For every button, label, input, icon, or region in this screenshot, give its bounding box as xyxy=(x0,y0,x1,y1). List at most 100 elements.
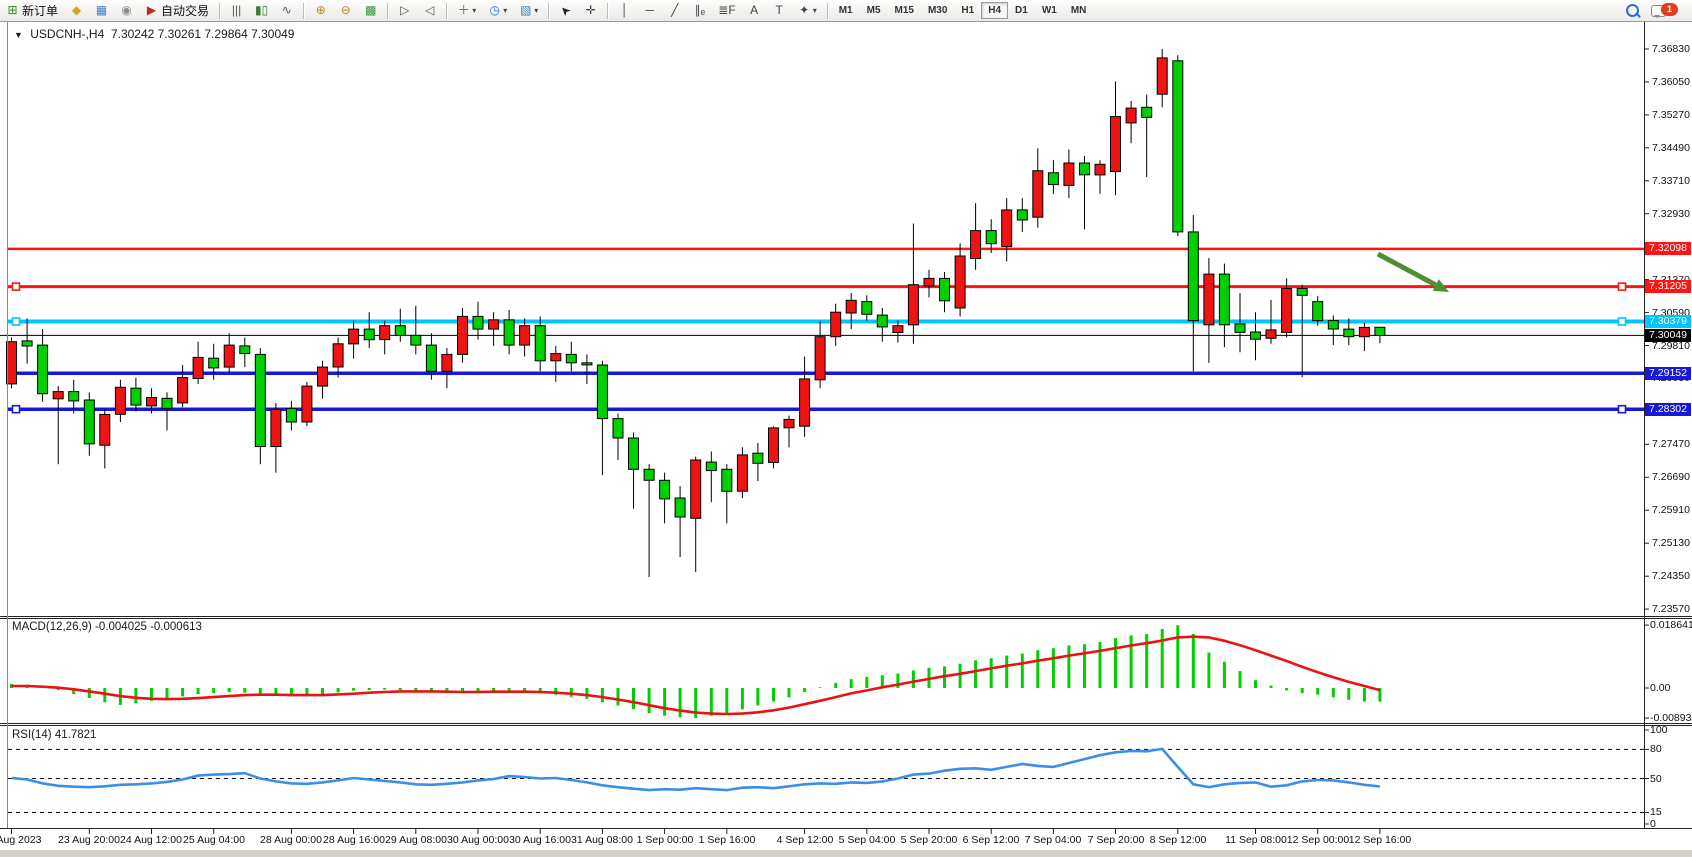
date-axis-label: 30 Aug 16:00 xyxy=(509,834,571,846)
tile-windows-icon: ▩ xyxy=(365,3,377,17)
price-axis-tick: 7.25910 xyxy=(1652,504,1690,516)
timeframe-h1-button[interactable]: H1 xyxy=(961,5,975,16)
toolbar-separator xyxy=(446,2,448,19)
trendline-button[interactable]: ╱ xyxy=(663,1,686,21)
new-order-button[interactable]: ⊞ 新订单 xyxy=(1,1,63,21)
candle xyxy=(581,362,593,366)
search-button[interactable] xyxy=(1621,1,1644,21)
auto-trading-button[interactable]: ▶ 自动交易 xyxy=(140,1,214,21)
candle xyxy=(363,328,375,341)
periods-icon: ◷ xyxy=(489,3,500,17)
vertical-line-icon: │ xyxy=(621,3,629,17)
text-button[interactable]: A xyxy=(743,1,766,21)
candle xyxy=(161,397,173,409)
date-axis-label: 29 Aug 08:00 xyxy=(385,834,447,846)
trend-arrow-head xyxy=(1432,279,1449,292)
line-handle xyxy=(11,282,21,291)
bar-chart-button[interactable]: ||| xyxy=(225,1,248,21)
candle xyxy=(705,461,717,472)
vertical-line-button[interactable]: │ xyxy=(613,1,636,21)
candle xyxy=(254,353,266,447)
toolbar-separator xyxy=(303,2,305,19)
fibonacci-button[interactable]: ≣F xyxy=(713,1,740,21)
text-label-icon: T xyxy=(775,3,783,17)
candle xyxy=(1094,163,1106,176)
chart-shift-button[interactable]: ◁ xyxy=(418,1,441,21)
timeframe-h4-button[interactable]: H4 xyxy=(981,2,1009,19)
candle xyxy=(1172,60,1184,233)
toolbar-separator xyxy=(826,2,828,19)
candlestick-chart-button[interactable]: ▮▯ xyxy=(250,1,273,21)
rsi-axis-tick: 100 xyxy=(1650,724,1668,736)
timeframe-d1-button[interactable]: D1 xyxy=(1015,5,1028,16)
auto-scroll-button[interactable]: ▷ xyxy=(393,1,416,21)
line-chart-button[interactable]: ∿ xyxy=(275,1,298,21)
price-axis-tick: 7.36050 xyxy=(1652,76,1690,88)
symbol-period-label: USDCNH-,H4 xyxy=(30,27,105,41)
candlestick-chart-icon: ▮▯ xyxy=(255,3,269,17)
candle xyxy=(130,387,142,406)
timeframe-m1-button[interactable]: M1 xyxy=(838,5,853,16)
timeframe-w1-button[interactable]: W1 xyxy=(1041,5,1057,16)
candle xyxy=(37,344,49,395)
templates-button[interactable]: ▧ ▾ xyxy=(514,1,543,21)
candle xyxy=(83,399,95,445)
candle xyxy=(99,413,111,446)
text-label-button[interactable]: T xyxy=(768,1,791,21)
candle xyxy=(6,341,17,385)
indicators-button[interactable]: ＋ ▾ xyxy=(452,1,481,21)
candle xyxy=(488,319,500,330)
cursor-button[interactable]: ➤ xyxy=(554,1,577,21)
candle xyxy=(285,408,297,423)
line-handle xyxy=(1617,317,1627,326)
date-axis-label: 4 Sep 12:00 xyxy=(776,834,834,846)
auto-trading-label: 自动交易 xyxy=(161,4,210,18)
date-axis-label: 31 Aug 08:00 xyxy=(571,834,633,846)
candle xyxy=(954,255,966,309)
candle xyxy=(348,328,360,345)
price-axis-tick: 7.25130 xyxy=(1652,537,1690,549)
market-watch-button[interactable]: ◆ xyxy=(65,1,88,21)
price-axis-tick: 7.23570 xyxy=(1652,603,1690,615)
candle xyxy=(1374,326,1386,336)
indicators-icon: ＋ xyxy=(457,3,470,17)
profiles-button[interactable]: ▦ xyxy=(90,1,113,21)
timeframe-m30-button[interactable]: M30 xyxy=(927,5,948,16)
zoom-in-button[interactable]: ⊕ xyxy=(309,1,332,21)
periods-button[interactable]: ◷ ▾ xyxy=(483,1,512,21)
macd-axis-tick: 0.00 xyxy=(1650,682,1671,694)
arrows-button[interactable]: ✦ ▾ xyxy=(793,1,822,21)
notifications-button[interactable]: 1 xyxy=(1646,1,1681,21)
chart-canvas[interactable] xyxy=(0,21,1692,852)
chart-window[interactable] xyxy=(0,22,1692,850)
market-watch-icon: ◆ xyxy=(71,3,82,17)
candle xyxy=(1156,57,1168,95)
chart-shift-icon: ◁ xyxy=(425,3,435,17)
candle xyxy=(721,468,733,492)
notification-count-badge: 1 xyxy=(1661,2,1678,16)
profiles-icon: ▦ xyxy=(95,3,108,17)
date-axis-label: 6 Sep 12:00 xyxy=(962,834,1020,846)
price-axis-tick: 7.36830 xyxy=(1652,43,1690,55)
candle xyxy=(472,315,484,330)
crosshair-button[interactable]: ✛ xyxy=(579,1,602,21)
date-axis-label: 7 Sep 20:00 xyxy=(1087,834,1145,846)
chevron-down-icon: ▾ xyxy=(812,6,817,15)
timeframe-m15-button[interactable]: M15 xyxy=(894,5,914,16)
candle xyxy=(1141,106,1153,118)
horizontal-line-button[interactable]: ─ xyxy=(638,1,661,21)
candle xyxy=(332,343,344,368)
chevron-down-icon[interactable]: ▼ xyxy=(14,30,23,40)
tile-windows-button[interactable]: ▩ xyxy=(359,1,382,21)
signals-button[interactable]: ◉ xyxy=(115,1,138,21)
date-axis-label: 8 Sep 12:00 xyxy=(1149,834,1207,846)
channel-button[interactable]: ∥ₑ xyxy=(688,1,711,21)
signals-icon: ◉ xyxy=(121,3,132,17)
candle xyxy=(1001,209,1013,248)
candle xyxy=(1281,288,1293,333)
candle xyxy=(550,353,562,362)
zoom-out-button[interactable]: ⊖ xyxy=(334,1,357,21)
new-order-label: 新订单 xyxy=(22,4,59,18)
timeframe-mn-button[interactable]: MN xyxy=(1070,5,1087,16)
timeframe-m5-button[interactable]: M5 xyxy=(866,5,881,16)
